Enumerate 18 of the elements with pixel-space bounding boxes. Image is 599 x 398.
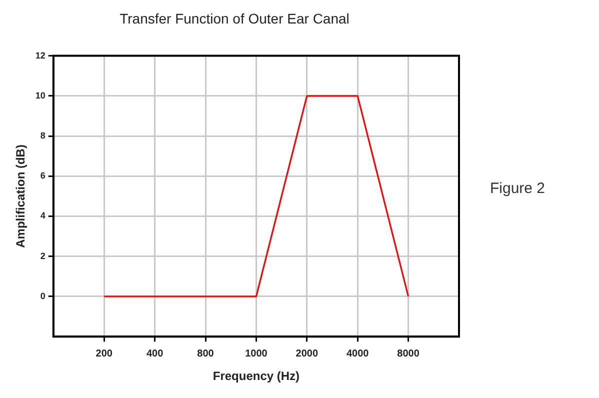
x-tick-label: 4000 <box>346 348 370 360</box>
x-tick-label: 2000 <box>296 348 318 360</box>
x-tick-label: 800 <box>197 348 214 360</box>
x-tick-label: 200 <box>96 348 113 360</box>
caption: Figure 2 <box>490 180 546 197</box>
y-tick-label: 0 <box>40 290 46 301</box>
x-tick-label: 8000 <box>397 348 420 360</box>
x-tick-label: 1000 <box>245 348 268 360</box>
y-tick-label: 4 <box>40 210 46 221</box>
y-axis-title: Amplification (dB) <box>14 144 28 248</box>
y-tick-label: 2 <box>40 250 46 261</box>
x-axis-title: Frequency (Hz) <box>212 369 300 384</box>
y-tick-label: 10 <box>35 90 46 100</box>
y-tick-label: 6 <box>40 170 46 181</box>
y-tick-label: 12 <box>35 50 46 60</box>
y-tick-label: 8 <box>40 130 46 141</box>
chart-title: Transfer Function of Outer Ear Canal <box>120 10 350 26</box>
x-tick-label: 400 <box>146 348 164 360</box>
